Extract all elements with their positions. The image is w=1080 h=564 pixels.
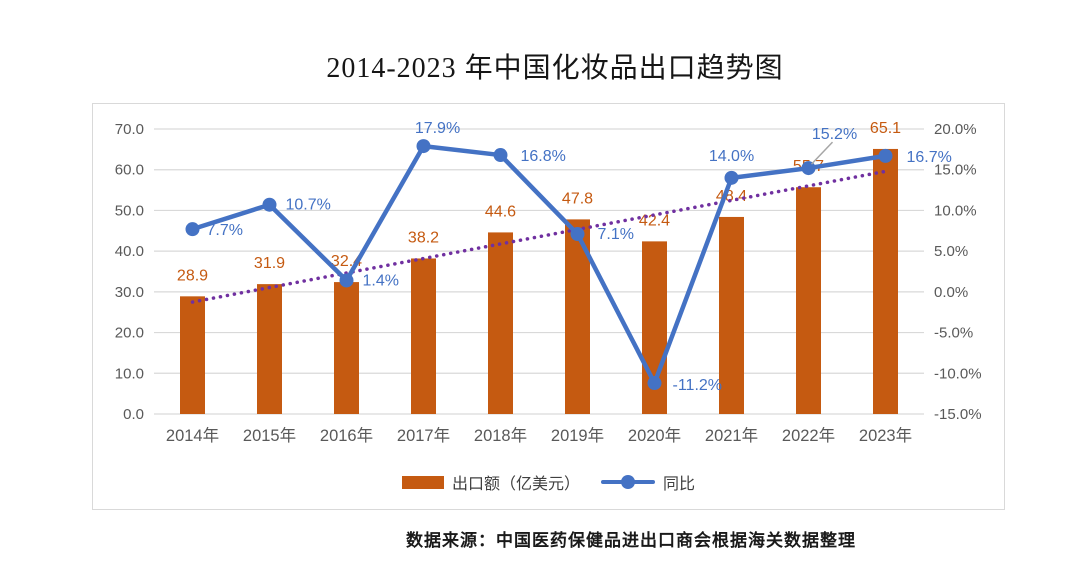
right-axis-tick-label: 20.0%	[934, 121, 977, 138]
x-axis-label: 2017年	[397, 426, 450, 445]
right-axis-tick-label: -15.0%	[934, 406, 982, 423]
right-axis-tick-label: 10.0%	[934, 202, 977, 219]
left-axis-tick-label: 70.0	[115, 121, 144, 138]
bar-2015	[257, 284, 282, 414]
source-note: 数据来源：中国医药保健品进出口商会根据海关数据整理	[406, 531, 856, 550]
yoy-marker-2022	[801, 161, 816, 176]
bar-value-label-2017: 38.2	[408, 229, 439, 246]
yoy-line	[191, 143, 886, 386]
right-axis-tick-label: 5.0%	[934, 243, 968, 260]
left-axis-tick-label: 50.0	[115, 202, 144, 219]
yoy-value-label-2017: 17.9%	[415, 120, 460, 137]
yoy-value-label-2014: 7.7%	[207, 222, 243, 239]
bar-2018	[488, 232, 513, 414]
yoy-value-label-2015: 10.7%	[286, 197, 331, 214]
yoy-marker-2014	[185, 222, 200, 237]
x-axis-label: 2021年	[705, 426, 758, 445]
line-series-marker-dot	[621, 475, 635, 489]
label-leader-line	[810, 141, 834, 165]
right-axis-tick-label: -10.0%	[934, 365, 982, 382]
yoy-marker-2016	[339, 273, 354, 288]
legend-item-exports: 出口额（亿美元）	[401, 470, 580, 494]
bar-2023	[873, 148, 898, 414]
yoy-value-label-2016: 1.4%	[363, 272, 399, 289]
bar-2022	[796, 187, 821, 414]
yoy-value-label-2019: 7.1%	[598, 226, 634, 243]
bar-2017	[411, 258, 436, 414]
bar-value-label-2015: 31.9	[254, 255, 285, 272]
x-axis-label: 2014年	[166, 426, 219, 445]
bar-value-label-2014: 28.9	[177, 267, 208, 284]
right-axis-tick-label: -5.0%	[934, 325, 973, 342]
right-axis-tick-label: 0.0%	[934, 284, 968, 301]
bar-value-label-2019: 47.8	[562, 190, 593, 207]
left-axis-tick-label: 20.0	[115, 325, 144, 342]
right-axis-tick-label: 15.0%	[934, 162, 977, 179]
yoy-marker-2021	[724, 170, 739, 185]
x-axis-label: 2023年	[859, 426, 912, 445]
yoy-marker-2018	[493, 148, 508, 163]
left-axis-tick-label: 10.0	[115, 365, 144, 382]
yoy-marker-2015	[262, 197, 277, 212]
bar-series-swatch	[401, 475, 444, 489]
bar-2016	[334, 282, 359, 414]
x-axis-label: 2015年	[243, 426, 296, 445]
yoy-value-label-2020: -11.2%	[673, 377, 723, 394]
bar-2021	[719, 216, 744, 414]
yoy-marker-2023	[878, 148, 893, 163]
x-axis-label: 2016年	[320, 426, 373, 445]
line-series-swatch	[601, 475, 655, 489]
left-axis-tick-label: 30.0	[115, 284, 144, 301]
page-title: 2014-2023 年中国化妆品出口趋势图	[326, 53, 784, 84]
yoy-value-label-2022: 15.2%	[812, 126, 857, 143]
x-axis-label: 2018年	[474, 426, 527, 445]
left-axis-tick-label: 40.0	[115, 243, 144, 260]
x-axis-label: 2020年	[628, 426, 681, 445]
bar-value-label-2018: 44.6	[485, 203, 516, 220]
chart-container: 70.0 20.0% 60.0 15.0% 50.0 10.0% 40.0 5.0% 30.0 0…	[92, 103, 1005, 510]
trendline	[190, 169, 888, 304]
yoy-value-label-2023: 16.7%	[907, 149, 952, 166]
left-axis-tick-label: 0.0	[123, 406, 144, 423]
legend-label-exports: 出口额（亿美元）	[451, 476, 580, 493]
x-axis-label: 2022年	[782, 426, 835, 445]
yoy-marker-2019	[570, 227, 585, 242]
yoy-marker-2020	[647, 376, 662, 391]
yoy-marker-2017	[416, 139, 431, 154]
combo-chart: 70.0 20.0% 60.0 15.0% 50.0 10.0% 40.0 5.0% 30.0 0…	[115, 120, 982, 445]
left-axis-tick-label: 60.0	[115, 162, 144, 179]
x-axis-label: 2019年	[551, 426, 604, 445]
bar-2014	[180, 296, 205, 414]
legend-label-yoy: 同比	[663, 476, 696, 493]
yoy-value-label-2021: 14.0%	[709, 148, 754, 165]
bar-value-label-2023: 65.1	[870, 120, 901, 137]
legend-item-yoy: 同比	[601, 470, 695, 494]
chart-legend: 出口额（亿美元） 同比	[93, 470, 1004, 494]
yoy-value-label-2018: 16.8%	[521, 148, 566, 165]
